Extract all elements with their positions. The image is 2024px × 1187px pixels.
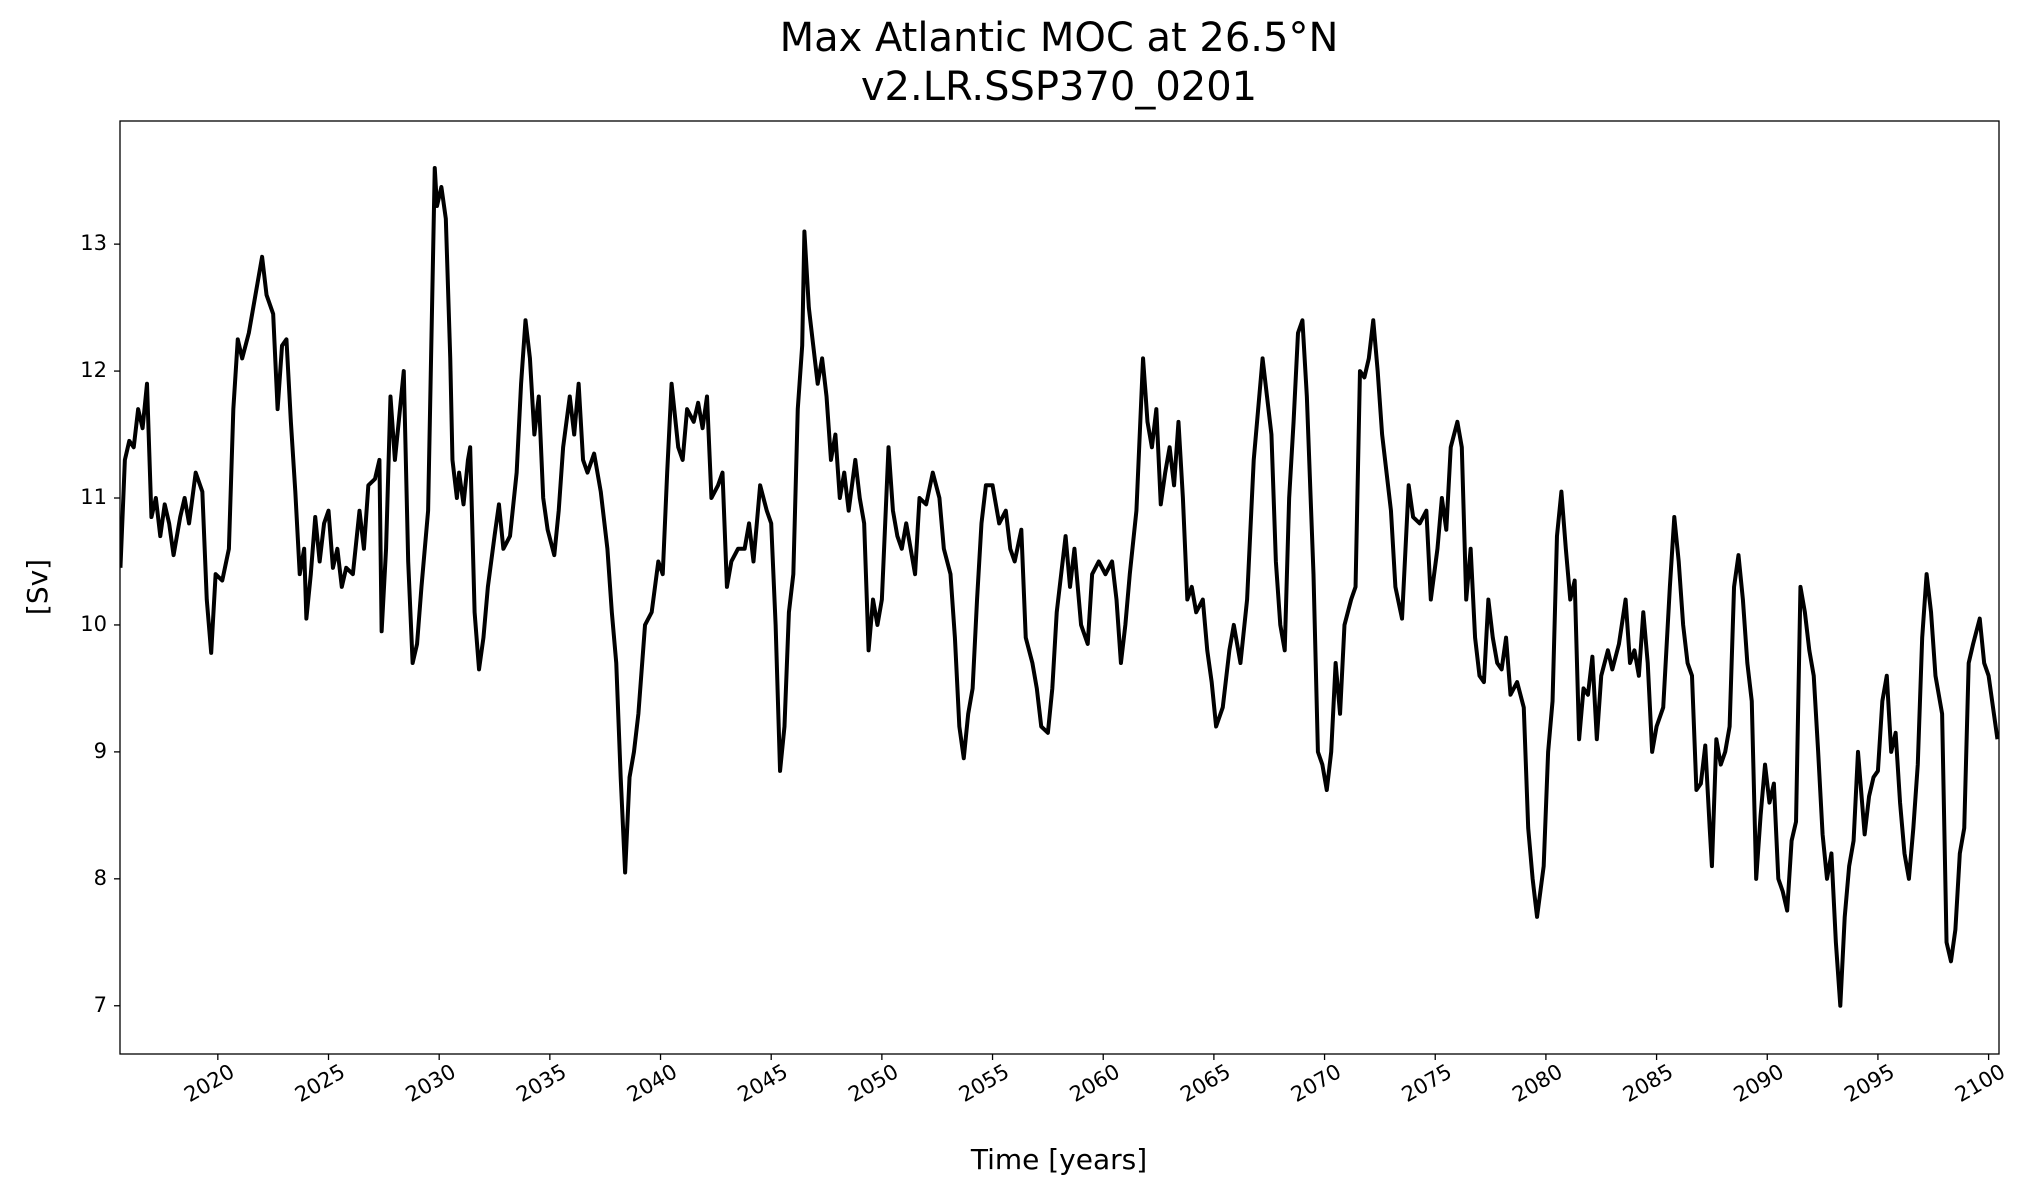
y-tick-label: 8 <box>94 866 107 890</box>
x-tick-label: 2035 <box>512 1059 570 1107</box>
x-tick-label: 2020 <box>180 1059 238 1107</box>
x-tick-label: 2040 <box>623 1059 681 1107</box>
y-axis-label: [Sv] <box>21 559 54 615</box>
x-tick-label: 2060 <box>1066 1059 1124 1107</box>
x-tick-label: 2055 <box>955 1059 1013 1107</box>
plot-frame <box>119 120 2000 1055</box>
data-line <box>120 165 1999 1008</box>
chart-title: Max Atlantic MOC at 26.5°N <box>780 15 1339 61</box>
y-tick-label: 13 <box>80 231 107 255</box>
x-tick-label: 2065 <box>1176 1059 1234 1107</box>
x-tick-label: 2075 <box>1398 1059 1456 1107</box>
x-tick-label: 2085 <box>1619 1059 1677 1107</box>
x-tick-label: 2080 <box>1508 1059 1566 1107</box>
x-axis-label: Time [years] <box>970 1143 1147 1176</box>
y-tick-label: 11 <box>80 485 107 509</box>
y-tick-label: 12 <box>80 358 107 382</box>
chart-subtitle: v2.LR.SSP370_0201 <box>861 64 1257 110</box>
y-tick-label: 7 <box>94 993 107 1017</box>
x-tick-label: 2070 <box>1287 1059 1345 1107</box>
x-tick-label: 2025 <box>291 1059 349 1107</box>
x-tick-label: 2095 <box>1840 1059 1898 1107</box>
x-tick-label: 2030 <box>402 1059 460 1107</box>
x-tick-label: 2045 <box>734 1059 792 1107</box>
x-tick-label: 2050 <box>844 1059 902 1107</box>
x-tick-label: 2100 <box>1951 1059 2009 1107</box>
y-tick-label: 10 <box>80 612 107 636</box>
y-tick-label: 9 <box>94 739 107 763</box>
x-tick-label: 2090 <box>1730 1059 1788 1107</box>
